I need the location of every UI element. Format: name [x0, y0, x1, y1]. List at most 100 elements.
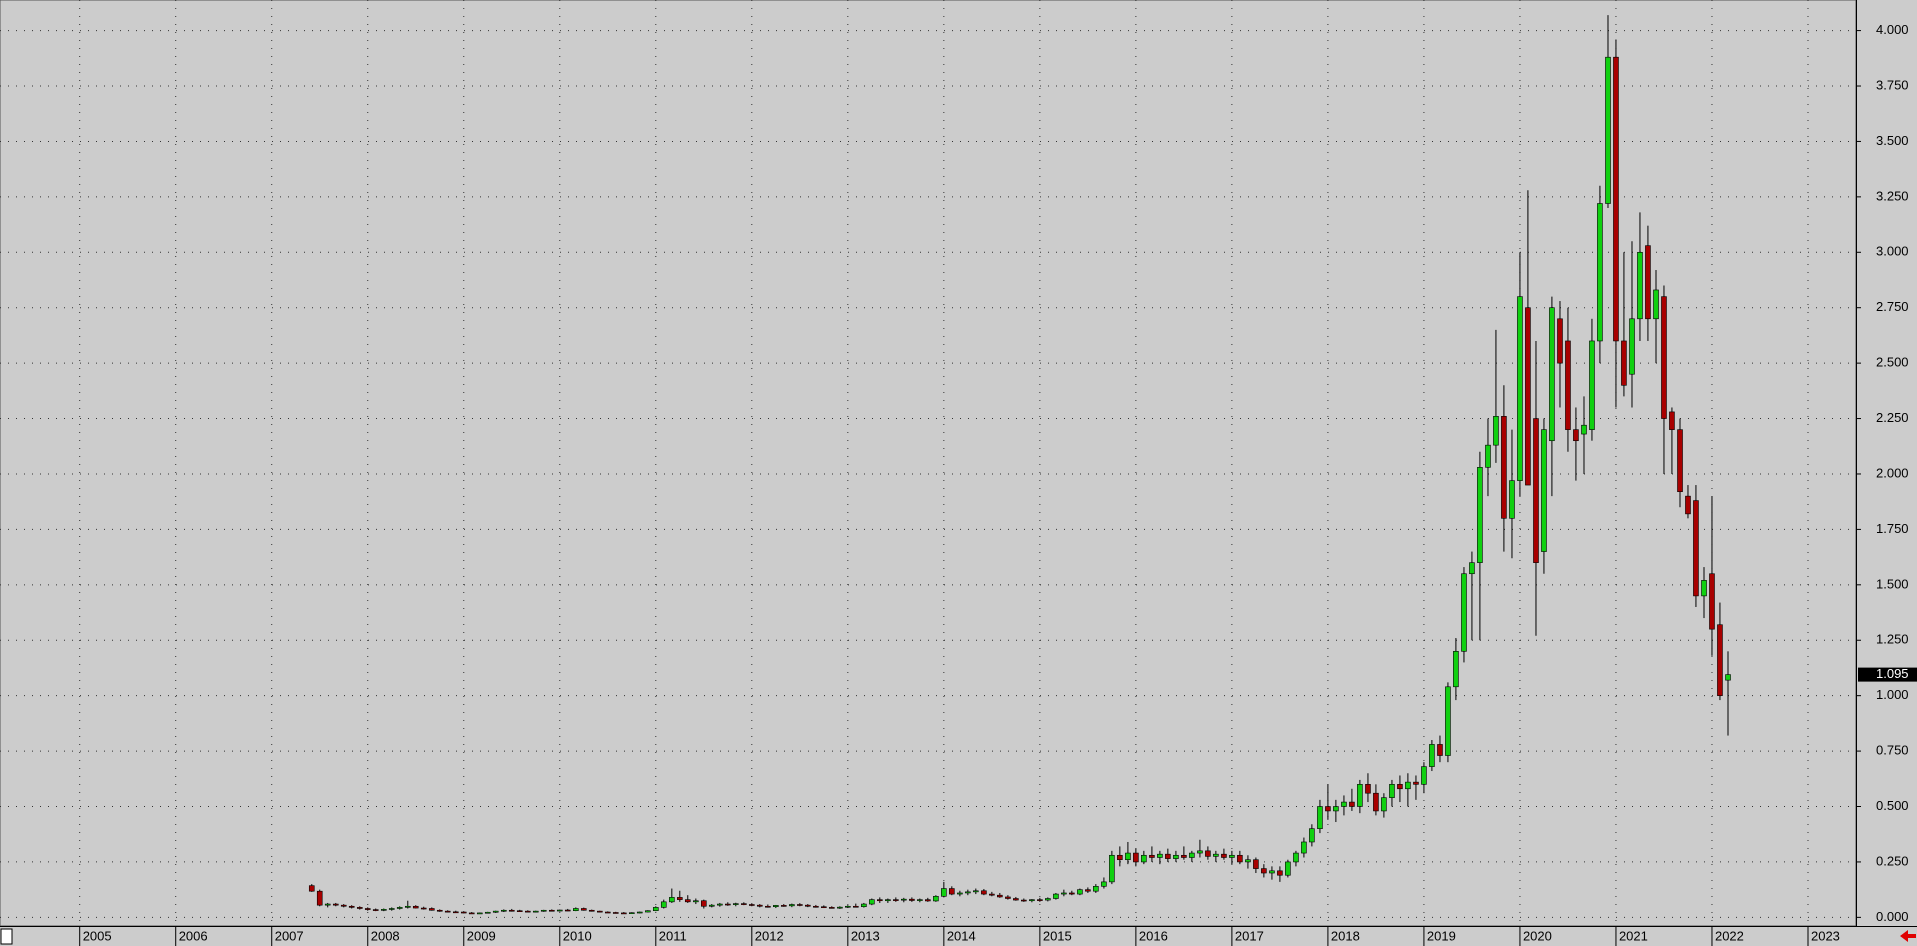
candle-body	[1637, 251, 1643, 320]
candle-body	[628, 912, 635, 914]
candle-body	[588, 909, 595, 912]
candle-body	[348, 905, 355, 908]
candle-body	[1101, 881, 1107, 887]
candle-body	[1613, 56, 1619, 342]
candle-body	[1597, 203, 1603, 342]
candle-body	[1629, 318, 1635, 375]
y-tick-label: 1.000	[1876, 687, 1909, 702]
candle-body	[660, 901, 667, 908]
candle-body	[1341, 801, 1347, 807]
candle-body	[1605, 56, 1611, 204]
candle-body	[340, 904, 347, 907]
candle-body	[669, 897, 675, 903]
candle-body	[1645, 245, 1651, 320]
candle-body	[476, 912, 483, 915]
candle-body	[1725, 674, 1731, 681]
candle-body	[821, 906, 827, 909]
candle-body	[1197, 850, 1203, 854]
x-tick-label: 2015	[1043, 928, 1072, 943]
candle-body	[1093, 886, 1099, 892]
candle-body	[741, 903, 747, 905]
candle-body	[1477, 467, 1483, 563]
candle-body	[316, 890, 323, 906]
x-tick-label: 2018	[1331, 928, 1360, 943]
candle-body	[636, 911, 643, 914]
candle-body	[949, 888, 955, 895]
candle-body	[428, 908, 435, 911]
candle-body	[580, 908, 587, 911]
candle-body	[621, 912, 627, 915]
candle-body	[332, 903, 339, 906]
candle-body	[1061, 892, 1067, 895]
candle-body	[1485, 444, 1491, 468]
x-tick-label: 2011	[659, 928, 687, 943]
x-tick-label: 2010	[563, 928, 592, 943]
candle-body	[973, 890, 979, 893]
candle-body	[1125, 852, 1131, 861]
y-tick-label: 0.250	[1876, 853, 1909, 868]
candle-body	[1269, 870, 1275, 874]
candle-body	[1333, 806, 1339, 812]
y-tick-label: 2.000	[1876, 465, 1909, 480]
candle-body	[597, 910, 603, 913]
candle-body	[1453, 651, 1459, 688]
candle-body	[1293, 852, 1299, 863]
candle-body	[684, 899, 691, 903]
candle-body	[1173, 854, 1179, 859]
candle-body	[1509, 480, 1515, 519]
candle-body	[1589, 340, 1595, 430]
candle-body	[1677, 429, 1683, 493]
candle-body	[324, 903, 331, 906]
candle-body	[676, 897, 683, 900]
last-price-label: 1.095	[1876, 666, 1909, 681]
candle-body	[396, 907, 403, 909]
candle-body	[1461, 573, 1467, 652]
candle-body	[749, 904, 755, 906]
candle-body	[468, 912, 475, 915]
candle-body	[612, 912, 619, 914]
candle-body	[1469, 562, 1475, 575]
candle-body	[780, 905, 787, 907]
y-tick-label: 0.750	[1876, 743, 1909, 758]
candle-body	[925, 899, 931, 902]
candle-body	[540, 909, 547, 912]
candle-body	[1405, 781, 1411, 790]
candle-body	[1685, 495, 1691, 515]
scroll-arrow[interactable]	[1900, 930, 1916, 942]
candle-body	[1141, 854, 1147, 863]
candle-body	[1053, 893, 1059, 899]
candle-body	[1261, 868, 1267, 874]
candle-body	[893, 899, 899, 901]
candle-body	[885, 899, 891, 902]
candle-body	[756, 904, 763, 907]
candle-body	[909, 898, 915, 901]
candle-body	[1517, 296, 1523, 481]
candle-body	[804, 904, 811, 907]
candle-body	[1573, 429, 1579, 442]
candle-body	[1357, 784, 1363, 807]
candle-body	[1709, 573, 1715, 630]
candle-body	[981, 890, 987, 895]
candle-body	[989, 893, 995, 896]
candle-body	[356, 907, 363, 909]
candle-body	[997, 894, 1003, 898]
y-tick-label: 2.750	[1876, 299, 1909, 314]
candle-body	[652, 907, 659, 912]
x-tick-label: 2016	[1139, 928, 1168, 943]
candle-body	[564, 909, 571, 912]
candle-body	[1525, 307, 1531, 486]
candle-body	[1277, 870, 1283, 876]
candle-body	[1133, 852, 1139, 863]
candle-body	[1549, 307, 1555, 442]
x-tick-label: 2017	[1235, 928, 1264, 943]
candle-body	[1013, 898, 1019, 901]
candle-body	[1149, 854, 1155, 858]
candle-body	[789, 904, 795, 907]
candle-body	[1221, 853, 1227, 858]
y-tick-label: 3.000	[1876, 244, 1909, 259]
candle-body	[525, 910, 531, 913]
scroll-box[interactable]	[0, 928, 13, 945]
candle-body	[852, 905, 859, 908]
y-tick-label: 1.250	[1876, 632, 1909, 647]
